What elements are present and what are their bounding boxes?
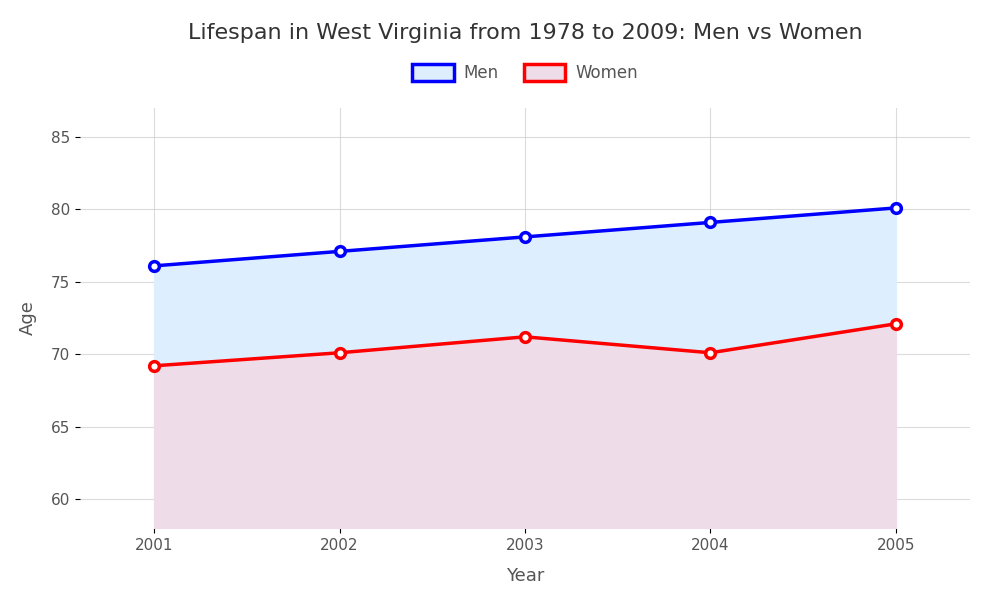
Y-axis label: Age: Age xyxy=(19,301,37,335)
Title: Lifespan in West Virginia from 1978 to 2009: Men vs Women: Lifespan in West Virginia from 1978 to 2… xyxy=(188,23,862,43)
X-axis label: Year: Year xyxy=(506,566,544,584)
Legend: Men, Women: Men, Women xyxy=(405,58,645,89)
